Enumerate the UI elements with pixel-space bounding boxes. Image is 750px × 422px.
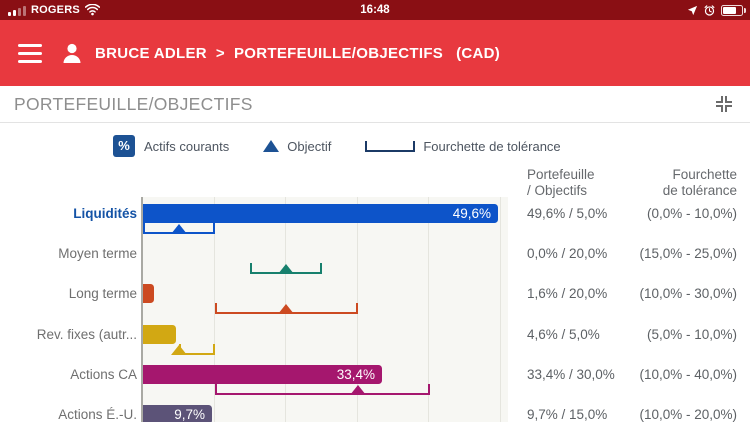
percent-box-icon: % (113, 135, 135, 157)
breadcrumb-currency: (CAD) (456, 44, 501, 62)
breadcrumb-page: PORTEFEUILLE/OBJECTIFS (233, 44, 444, 62)
breadcrumb-user: BRUCE ADLER (95, 44, 207, 62)
value-bar: 33,4% (143, 365, 382, 384)
location-arrow-icon (687, 5, 698, 15)
cell-portfolio-objective: 1,6% / 20,0% (527, 286, 608, 301)
legend-item-actifs: % Actifs courants (113, 135, 229, 157)
status-bar: ROGERS 16:48 (0, 0, 750, 20)
cell-tolerance-range: (0,0% - 10,0%) (646, 206, 737, 221)
bar-value-label: 33,4% (336, 367, 375, 382)
legend-label: Objectif (287, 138, 332, 154)
status-right-cluster (687, 0, 746, 20)
objective-marker (278, 264, 294, 274)
cell-tolerance-range: (10,0% - 30,0%) (639, 286, 737, 301)
cell-portfolio-objective: 33,4% / 30,0% (527, 367, 615, 382)
cell-portfolio-objective: 9,7% / 15,0% (527, 407, 608, 422)
objective-marker (171, 224, 187, 234)
user-icon[interactable] (61, 42, 83, 64)
alarm-clock-icon (704, 4, 715, 16)
status-left-cluster: ROGERS (8, 0, 100, 20)
objective-marker (278, 304, 294, 314)
cell-portfolio-objective: 49,6% / 5,0% (527, 206, 608, 221)
row-label: Actions É.-U. (58, 407, 137, 422)
gridline (428, 197, 430, 422)
objective-triangle-icon (263, 140, 280, 152)
value-bar: 9,7% (143, 405, 212, 422)
cell-tolerance-range: (10,0% - 40,0%) (639, 367, 737, 382)
row-label: Liquidités (73, 206, 137, 221)
battery-icon (721, 4, 746, 16)
chart-legend: % Actifs courants Objectif Fourchette de… (113, 135, 561, 157)
column-header-tolerance: Fourchette de tolérance (662, 167, 737, 198)
cell-portfolio-objective: 0,0% / 20,0% (527, 246, 608, 261)
y-axis-line (141, 197, 143, 422)
menu-icon[interactable] (18, 44, 42, 63)
row-label: Rev. fixes (autr... (36, 327, 137, 342)
tolerance-bracket (215, 384, 430, 395)
cell-tolerance-range: (15,0% - 25,0%) (639, 246, 737, 261)
carrier-label: ROGERS (31, 4, 80, 16)
gridline (213, 197, 215, 422)
cell-tolerance-range: (10,0% - 20,0%) (639, 407, 737, 422)
legend-label: Actifs courants (144, 138, 230, 154)
nav-bar: BRUCE ADLER > PORTEFEUILLE/OBJECTIFS (CA… (0, 20, 750, 86)
bar-value-label: 9,7% (174, 407, 205, 422)
wifi-icon (84, 4, 100, 16)
section-title: PORTEFEUILLE/OBJECTIFS (14, 94, 253, 114)
gridline (500, 197, 501, 422)
row-label: Actions CA (70, 367, 137, 382)
legend-item-fourchette: Fourchette de tolérance (365, 138, 561, 154)
status-time: 16:48 (360, 4, 390, 16)
row-label: Moyen terme (58, 246, 137, 261)
value-bar (143, 325, 176, 344)
legend-label: Fourchette de tolérance (423, 138, 561, 154)
objective-marker (350, 385, 366, 395)
value-bar: 49,6% (143, 204, 498, 223)
exit-fullscreen-icon[interactable] (714, 94, 734, 114)
row-label: Long terme (68, 286, 137, 301)
breadcrumb: BRUCE ADLER > PORTEFEUILLE/OBJECTIFS (CA… (95, 20, 500, 86)
bar-value-label: 49,6% (452, 206, 491, 221)
objective-marker (171, 345, 187, 355)
tolerance-bracket-icon (365, 140, 416, 152)
value-bar (143, 284, 154, 303)
section-header: PORTEFEUILLE/OBJECTIFS (0, 86, 750, 123)
column-header-portfolio: Portefeuille / Objectifs (527, 167, 595, 198)
cell-tolerance-range: (5,0% - 10,0%) (646, 327, 737, 342)
cell-portfolio-objective: 4,6% / 5,0% (527, 327, 600, 342)
breadcrumb-separator: > (215, 44, 225, 62)
signal-bars-icon (8, 5, 26, 16)
legend-item-objectif: Objectif (263, 139, 331, 154)
